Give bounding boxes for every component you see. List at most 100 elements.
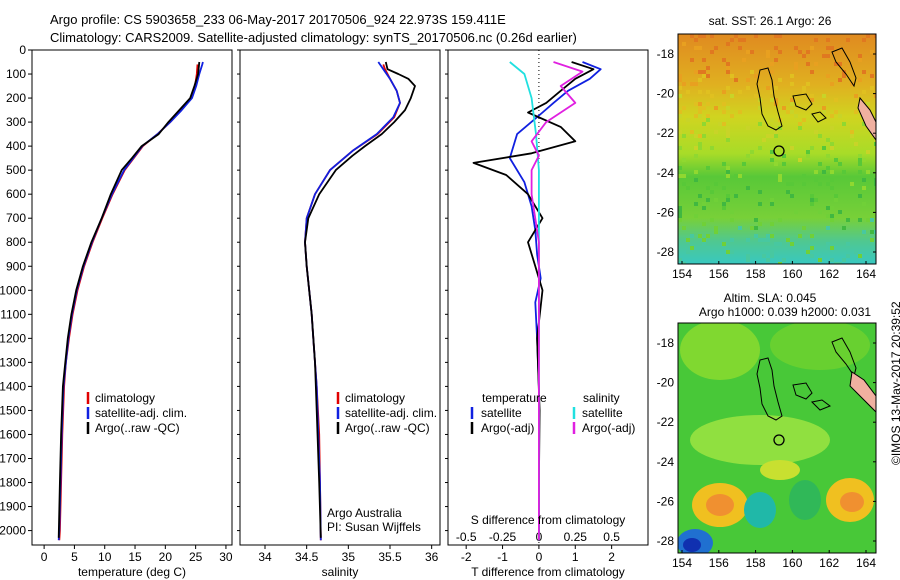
sla-blob xyxy=(683,538,701,552)
sst-pixel xyxy=(866,34,870,38)
sst-pixel xyxy=(802,90,806,94)
sst-pixel xyxy=(694,154,698,158)
sst-pixel xyxy=(730,250,734,254)
sst-pixel xyxy=(678,74,682,78)
sst-pixel xyxy=(850,134,854,138)
sst-pixel xyxy=(834,246,838,250)
sst-pixel xyxy=(810,146,814,150)
sst-pixel xyxy=(870,238,874,242)
sst-pixel xyxy=(698,142,702,146)
map-y-tick-label: -26 xyxy=(657,205,675,219)
sst-pixel xyxy=(838,162,842,166)
sst-pixel xyxy=(698,106,702,110)
sst-pixel xyxy=(854,110,858,114)
sla-blob xyxy=(770,323,870,370)
sst-pixel xyxy=(678,206,682,210)
map-y-tick-label: -20 xyxy=(657,376,675,390)
sst-pixel xyxy=(830,258,834,262)
sst-pixel xyxy=(726,170,730,174)
new-caledonia-outline xyxy=(756,67,783,131)
sst-pixel xyxy=(678,86,682,90)
sst-pixel xyxy=(846,218,850,222)
sst-pixel xyxy=(770,70,774,74)
sst-pixel xyxy=(838,78,842,82)
sst-pixel xyxy=(834,62,838,66)
sst-pixel xyxy=(734,174,738,178)
sst-pixel xyxy=(870,230,874,234)
sst-pixel xyxy=(758,238,762,242)
legend-label-t-argo: Argo(-adj) xyxy=(481,421,534,435)
sst-pixel xyxy=(714,230,718,234)
sst-pixel xyxy=(826,54,830,58)
sla-map-axes: 154 156 158 160 162 164 -18 -20 -22 -24 -26 -28 xyxy=(657,336,877,570)
legend-label-argo: Argo(..raw -QC) xyxy=(95,421,180,435)
depth-tick-label: 1100 xyxy=(0,307,26,321)
sst-pixel xyxy=(858,194,862,198)
x-tick-label: 0 xyxy=(41,550,48,564)
depth-tick-label: 1500 xyxy=(0,403,26,417)
sst-pixel xyxy=(726,126,730,130)
sst-pixel xyxy=(854,250,858,254)
x-tick-label: 36 xyxy=(425,550,439,564)
sst-pixel xyxy=(734,194,738,198)
sst-pixel xyxy=(810,114,814,118)
sst-pixel xyxy=(778,178,782,182)
depth-tick-label: 1300 xyxy=(0,355,26,369)
loyalty-islands-outline xyxy=(792,93,813,111)
map-x-tick-label: 154 xyxy=(672,267,692,281)
sst-pixel xyxy=(774,58,778,62)
sst-pixel xyxy=(730,238,734,242)
sst-pixel xyxy=(686,250,690,254)
sst-pixel xyxy=(838,262,842,264)
sst-pixel xyxy=(738,38,742,42)
sst-pixel xyxy=(750,70,754,74)
sst-pixel xyxy=(766,258,770,262)
map-x-tick-label: 164 xyxy=(856,267,876,281)
sst-pixel xyxy=(786,190,790,194)
sst-pixel xyxy=(862,202,866,206)
sst-pixel xyxy=(746,258,750,262)
sst-pixel xyxy=(770,150,774,154)
sst-pixel xyxy=(706,166,710,170)
sst-pixel xyxy=(762,118,766,122)
sst-pixel xyxy=(826,38,830,42)
legend-title-salinity: salinity xyxy=(583,391,620,405)
depth-tick-label: 2000 xyxy=(0,524,26,538)
sst-pixel xyxy=(858,254,862,258)
sst-pixel xyxy=(766,238,770,242)
x-tick-label: 10 xyxy=(98,550,112,564)
sst-pixel xyxy=(810,94,814,98)
sst-pixel xyxy=(678,114,682,118)
sst-pixel xyxy=(870,174,874,178)
sst-pixel xyxy=(834,262,838,264)
x-tick-label: 1 xyxy=(572,550,579,564)
sst-pixel xyxy=(678,218,682,222)
sst-pixel xyxy=(678,166,682,170)
sst-pixel xyxy=(686,90,690,94)
sst-pixel xyxy=(742,38,746,42)
sst-pixel xyxy=(770,118,774,122)
sst-pixel xyxy=(826,138,830,142)
sst-pixel xyxy=(798,50,802,54)
sst-pixel xyxy=(698,70,702,74)
sla-blob xyxy=(840,492,864,512)
x-tick-label: 35.5 xyxy=(378,550,402,564)
sst-pixel xyxy=(834,98,838,102)
sst-pixel xyxy=(714,106,718,110)
legend-title-temperature: temperature xyxy=(482,391,547,405)
depth-tick-label: 1400 xyxy=(0,379,26,393)
sst-pixel xyxy=(874,34,876,38)
series-line-argo xyxy=(304,61,416,538)
sst-pixel xyxy=(738,90,742,94)
sst-pixel xyxy=(802,54,806,58)
sst-pixel xyxy=(722,102,726,106)
sla-blob xyxy=(789,480,821,520)
sst-pixel xyxy=(794,46,798,50)
sst-pixel xyxy=(810,70,814,74)
sst-pixel xyxy=(830,186,834,190)
sst-pixel xyxy=(682,42,686,46)
sst-pixel xyxy=(730,114,734,118)
sst-pixel xyxy=(766,50,770,54)
sst-pixel xyxy=(758,190,762,194)
sst-pixel xyxy=(702,222,706,226)
